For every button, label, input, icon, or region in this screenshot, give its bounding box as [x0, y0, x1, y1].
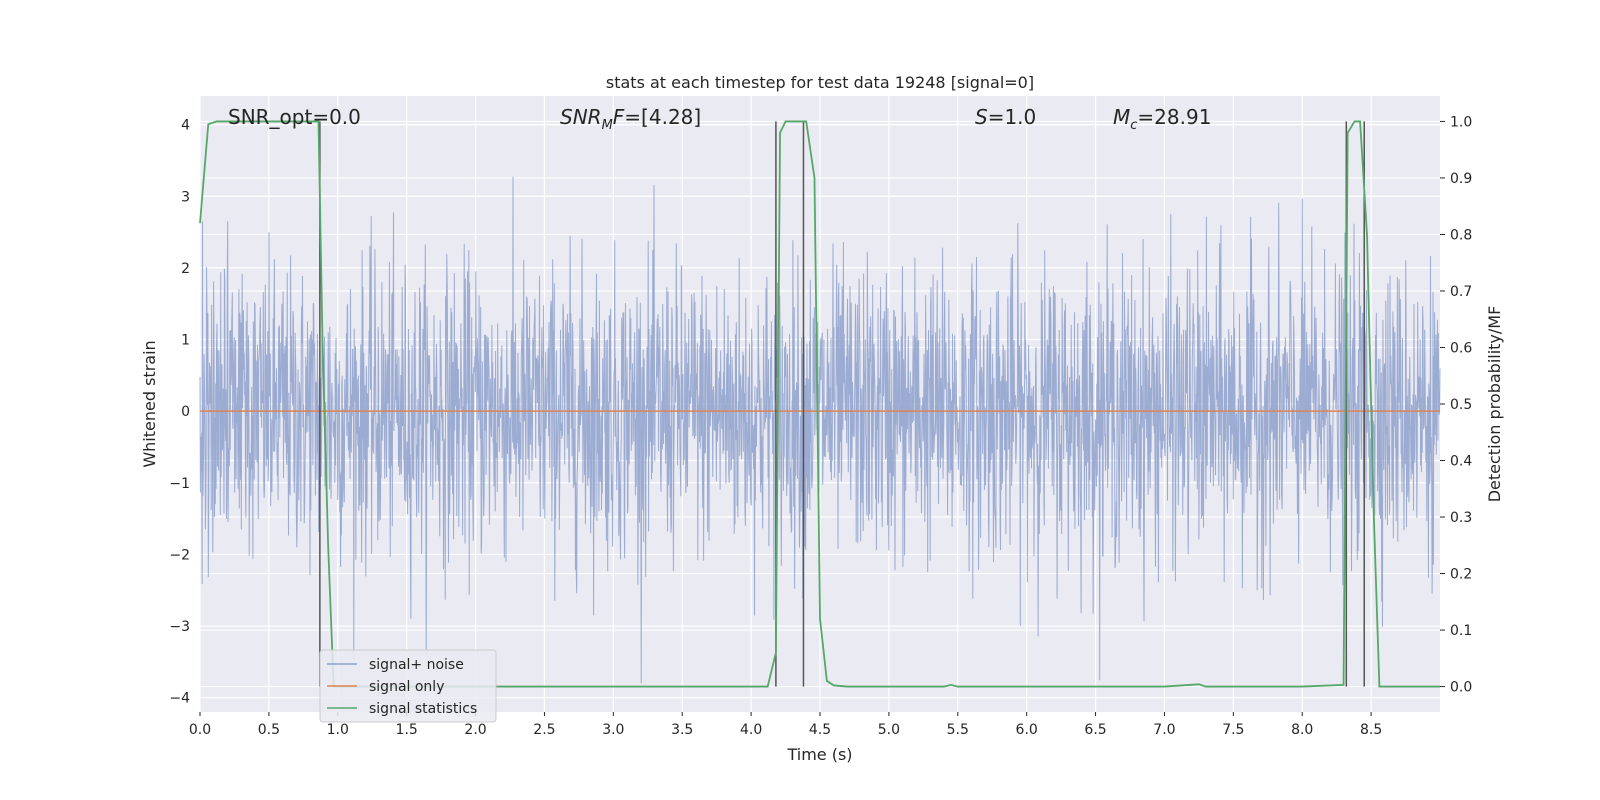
legend-label-signal-only: signal only [369, 679, 444, 695]
y2-tick-label-0: 1.0 [1450, 114, 1472, 130]
y-tick-label-0: 4 [181, 118, 190, 134]
x-tick-label-15: 7.5 [1222, 722, 1244, 738]
y-tick-label-2: 2 [181, 261, 190, 277]
y-axis-label: Whitened strain [140, 340, 159, 467]
signal-statistics-line [199, 120, 1440, 688]
x-tick-label-12: 6.0 [1016, 722, 1038, 738]
x-tick-label-8: 4.0 [740, 722, 762, 738]
y2-tick-label-10: 0.0 [1450, 680, 1472, 696]
y2-tick-label-4: 0.6 [1450, 340, 1472, 356]
x-tick-label-9: 4.5 [809, 722, 831, 738]
y-tick-label-4: 0 [181, 404, 190, 420]
y2-tick-label-7: 0.3 [1450, 510, 1472, 526]
annotation-s: S=1.0 [975, 105, 1036, 129]
chart-title: stats at each timestep for test data 192… [606, 73, 1034, 92]
y-tick-label-7: −3 [169, 619, 190, 635]
y-tick-label-1: 3 [181, 189, 190, 205]
x-tick-label-6: 3.0 [602, 722, 624, 738]
legend-label-signal-statistics: signal statistics [369, 701, 477, 717]
x-tick-label-10: 5.0 [878, 722, 900, 738]
x-tick-label-11: 5.5 [947, 722, 969, 738]
annotation-snr-opt: SNR_opt=0.0 [228, 105, 361, 129]
x-tick-label-4: 2.0 [464, 722, 486, 738]
x-tick-label-1: 0.5 [258, 722, 280, 738]
x-tick-label-13: 6.5 [1084, 722, 1106, 738]
y-axis-ticks: 4 3 2 1 0 −1 −2 −3 −4 [169, 118, 190, 707]
x-axis-ticks: 0.0 0.5 1.0 1.5 2.0 2.5 3.0 3.5 4.0 4.5 5.0 5.5 6.0 6… [189, 712, 1382, 738]
y-tick-label-8: −4 [169, 691, 190, 707]
annotation-mc: Mc=28.91 [1113, 105, 1211, 133]
y-tick-label-6: −2 [169, 547, 190, 563]
legend: signal+ noise signal only signal statist… [319, 649, 497, 723]
x-tick-label-2: 1.0 [327, 722, 349, 738]
legend-box [319, 649, 497, 723]
signal-noise-line [199, 176, 1441, 684]
series-signal-noise [199, 176, 1441, 684]
y2-tick-label-3: 0.7 [1450, 284, 1472, 300]
series-signal-statistics [199, 120, 1440, 688]
legend-label-signal-noise: signal+ noise [369, 657, 464, 673]
y2-axis-ticks: 1.0 0.9 0.8 0.7 0.6 0.5 0.4 0.3 0.2 0.1 0.0 [1440, 114, 1472, 696]
x-tick-label-16: 8.0 [1291, 722, 1313, 738]
y2-tick-label-5: 0.5 [1450, 397, 1472, 413]
x-tick-label-3: 1.5 [396, 722, 418, 738]
x-tick-label-5: 2.5 [533, 722, 555, 738]
x-tick-label-0: 0.0 [189, 722, 211, 738]
y2-tick-label-2: 0.8 [1450, 227, 1472, 243]
y2-tick-label-6: 0.4 [1450, 454, 1472, 470]
x-tick-label-17: 8.5 [1360, 722, 1382, 738]
x-axis-label: Time (s) [786, 745, 852, 764]
x-tick-label-7: 3.5 [671, 722, 693, 738]
y2-axis-label: Detection probability/MF [1485, 306, 1504, 503]
y2-tick-label-1: 0.9 [1450, 171, 1472, 187]
y-tick-label-5: −1 [169, 476, 190, 492]
annotations: SNR_opt=0.0 SNRMF=[4.28] S=1.0 Mc=28.91 [228, 105, 1211, 133]
y-tick-label-3: 1 [181, 333, 190, 349]
y2-tick-label-8: 0.2 [1450, 567, 1472, 583]
y2-tick-label-9: 0.1 [1450, 623, 1472, 639]
x-tick-label-14: 7.0 [1153, 722, 1175, 738]
annotation-snr-mf: SNRMF=[4.28] [560, 105, 701, 133]
